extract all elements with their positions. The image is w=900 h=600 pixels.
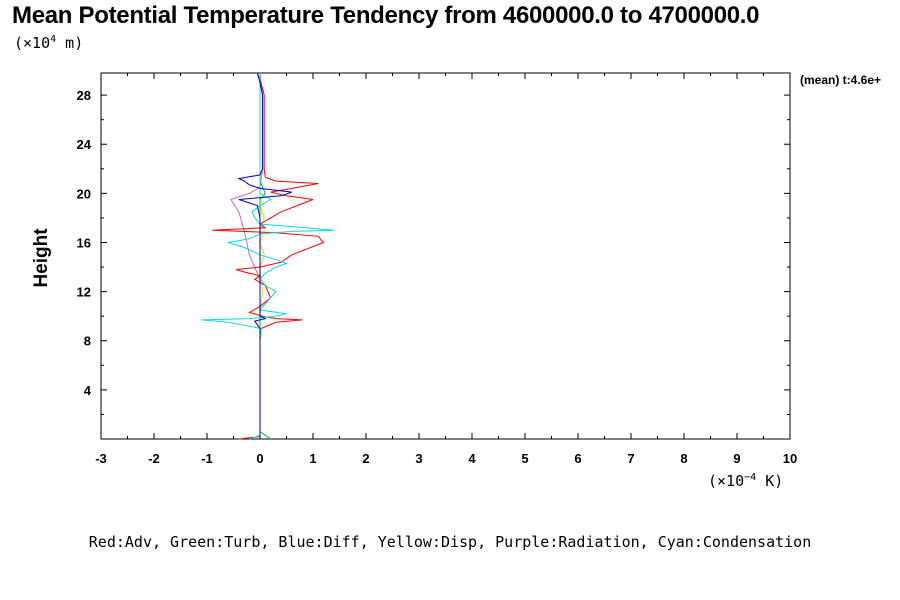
series-line-radiation xyxy=(230,72,264,439)
x-tick-label: 3 xyxy=(415,451,422,466)
x-tick-label: 6 xyxy=(574,451,581,466)
x-tick-label: 9 xyxy=(733,451,740,466)
y-unit-suffix: m) xyxy=(56,34,84,52)
plot-frame xyxy=(100,72,791,440)
x-tick-label: -2 xyxy=(148,451,160,466)
x-tick-label: 0 xyxy=(256,451,263,466)
y-tick-label: 12 xyxy=(77,285,91,300)
mean-time-annotation: (mean) t:4.6e+ xyxy=(800,73,882,87)
x-tick-label: -3 xyxy=(95,451,107,466)
y-tick-label: 8 xyxy=(84,334,91,349)
chart-title: Mean Potential Temperature Tendency from… xyxy=(12,2,760,29)
x-tick-label: 10 xyxy=(783,451,797,466)
x-tick-label: 1 xyxy=(309,451,316,466)
series-lines xyxy=(201,72,335,440)
y-tick-label: 4 xyxy=(84,383,92,398)
x-tick-label: -1 xyxy=(201,451,213,466)
x-unit-exponent: −4 xyxy=(744,472,757,483)
y-unit-exponent: 4 xyxy=(50,34,57,45)
x-unit-prefix: (×10 xyxy=(708,472,745,490)
x-tick-label: 2 xyxy=(362,451,369,466)
x-tick-label: 5 xyxy=(521,451,528,466)
y-unit-prefix: (×10 xyxy=(14,34,51,52)
y-tick-label: 20 xyxy=(77,186,91,201)
x-tick-label: 4 xyxy=(468,451,476,466)
y-tick-label: 28 xyxy=(77,88,91,103)
x-axis-unit: (×10−4 K) xyxy=(708,472,783,490)
legend-caption: Red:Adv, Green:Turb, Blue:Diff, Yellow:D… xyxy=(88,533,812,551)
series-line-condensation xyxy=(201,73,335,440)
x-unit-suffix: K) xyxy=(756,472,784,490)
y-tick-label: 24 xyxy=(77,137,92,152)
series-line-adv xyxy=(212,72,325,440)
y-tick-label: 16 xyxy=(77,235,91,250)
y-axis-unit: (×104 m) xyxy=(14,34,83,52)
series-line-diff xyxy=(237,72,292,439)
x-tick-label: 8 xyxy=(680,451,687,466)
x-tick-label: 7 xyxy=(627,451,634,466)
